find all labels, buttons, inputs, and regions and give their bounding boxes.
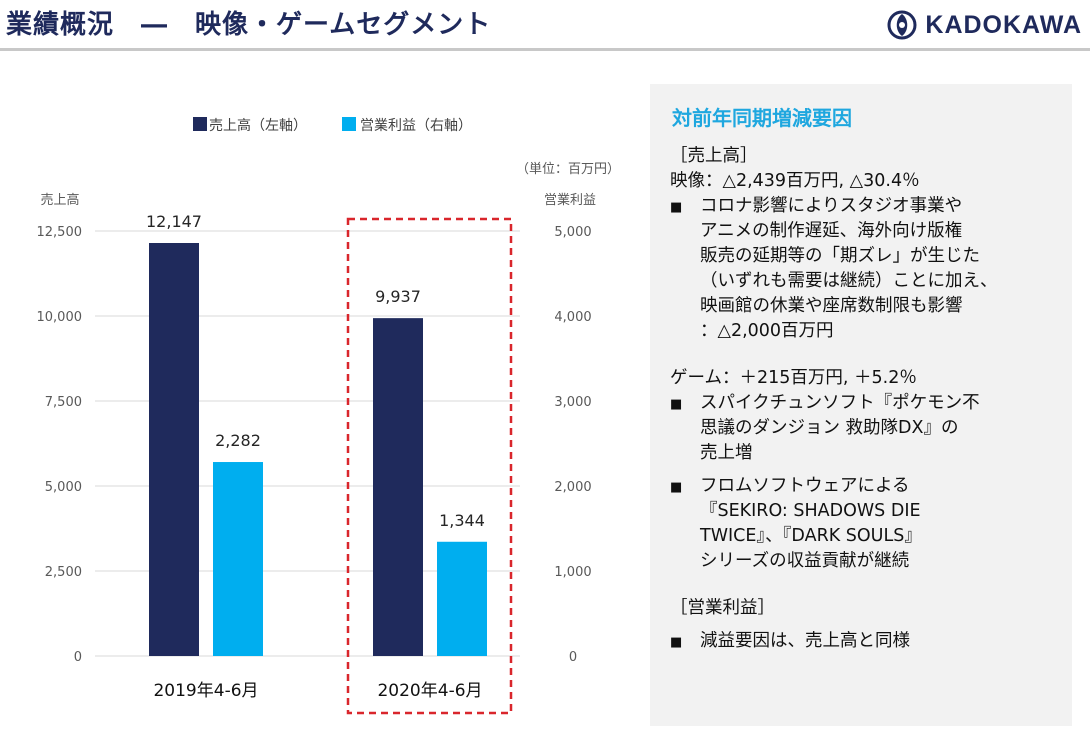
legend-label-sales: 売上高（左軸） <box>209 117 307 134</box>
legend-swatch-sales <box>193 117 207 131</box>
legend-swatch-operating-profit <box>342 117 356 131</box>
legend-label-operating-profit: 営業利益（右軸） <box>360 118 472 134</box>
left-tick-label: 7,500 <box>45 395 82 410</box>
operating-profit-bullet-text: 減益要因は、売上高と同様 <box>700 631 910 651</box>
video-bullet-line: 映画館の休業や座席数制限も影響 <box>700 296 963 316</box>
factors-panel: 対前年同期増減要因 ［売上高］ 映像：△2,439百万円, △30.4％ ■ コ… <box>650 84 1072 726</box>
left-tick-label: 2,500 <box>45 565 82 580</box>
game-bullet-line: 売上増 <box>700 443 753 463</box>
game-bullet-spike: ■ スパイクチュンソフト『ポケモン不 思議のダンジョン 救助隊DX』の 売上増 <box>670 391 1070 466</box>
video-bullet-line: コロナ影響によりスタジオ事業や <box>700 196 963 216</box>
operating-profit-data-label: 1,344 <box>439 511 485 530</box>
bullet-square-icon: ■ <box>670 635 683 650</box>
right-axis-title: 営業利益 <box>544 192 596 208</box>
video-bullet-line: 販売の延期等の「期ズレ」が生じた <box>700 246 980 266</box>
operating-profit-bullet: ■ 減益要因は、売上高と同様 <box>670 629 1070 655</box>
unit-note: （単位：百万円） <box>516 161 620 177</box>
video-bullet: ■ コロナ影響によりスタジオ事業や アニメの制作遅延、海外向け版権 販売の延期等… <box>670 194 1070 344</box>
operating-profit-bar <box>213 462 263 656</box>
operating-profit-bar <box>437 541 487 656</box>
game-bullet-line: シリーズの収益貢献が継続 <box>700 551 910 571</box>
video-bullet-line: アニメの制作遅延、海外向け版権 <box>700 221 963 241</box>
kadokawa-emblem-icon <box>887 10 917 40</box>
bullet-square-icon: ■ <box>670 200 683 215</box>
company-logo: KADOKAWA <box>887 8 1082 42</box>
sales-data-label: 9,937 <box>375 287 421 306</box>
game-bullet-line: TWICE』、『DARK SOULS』 <box>700 526 922 546</box>
sales-bar <box>149 243 199 656</box>
game-bullet-fromsoftware: ■ フロムソフトウェアによる 『SEKIRO: SHADOWS DIE TWIC… <box>670 474 1070 574</box>
bullet-square-icon: ■ <box>670 480 683 495</box>
left-tick-label: 10,000 <box>37 310 83 325</box>
operating-profit-data-label: 2,282 <box>215 431 261 450</box>
logo-text: KADOKAWA <box>925 10 1082 39</box>
video-bullet-line: （いずれも需要は継続）ことに加え、 <box>700 271 998 291</box>
left-tick-label: 5,000 <box>45 480 82 495</box>
category-label: 2019年4-6月 <box>153 681 258 701</box>
video-summary: 映像：△2,439百万円, △30.4％ <box>670 171 920 191</box>
left-axis-title: 売上高 <box>40 192 79 208</box>
title-divider <box>0 48 1090 51</box>
operating-profit-section-header: ［営業利益］ <box>670 598 775 618</box>
game-bullet-line: フロムソフトウェアによる <box>700 476 910 496</box>
video-bullet-line: ：△2,000百万円 <box>700 321 834 341</box>
panel-body: ［売上高］ 映像：△2,439百万円, △30.4％ ■ コロナ影響によりスタジ… <box>670 144 1070 655</box>
panel-heading: 対前年同期増減要因 <box>672 106 852 130</box>
page-title: 業績概況 ― 映像・ゲームセグメント <box>6 10 492 40</box>
right-tick-label: 1,000 <box>554 565 591 580</box>
bar-chart: 0 2,500 5,000 7,500 10,000 12,500 0 1,000 2,000 3… <box>37 117 620 715</box>
sales-data-label: 12,147 <box>146 212 202 231</box>
game-bullet-line: スパイクチュンソフト『ポケモン不 <box>700 393 980 413</box>
category-label: 2020年4-6月 <box>377 681 482 701</box>
right-tick-label: 3,000 <box>554 395 591 410</box>
sales-section-header: ［売上高］ <box>670 146 758 166</box>
right-tick-label: 5,000 <box>554 225 591 240</box>
highlight-box <box>346 217 513 715</box>
right-tick-label: 2,000 <box>554 480 591 495</box>
right-tick-label: 4,000 <box>554 310 591 325</box>
game-bullet-line: 『SEKIRO: SHADOWS DIE <box>700 501 921 521</box>
game-summary: ゲーム：＋215百万円, ＋5.2％ <box>670 368 917 388</box>
sales-bar <box>373 318 423 656</box>
bullet-square-icon: ■ <box>670 397 683 412</box>
left-tick-label: 12,500 <box>37 225 83 240</box>
left-tick-label: 0 <box>74 650 82 665</box>
game-bullet-line: 思議のダンジョン 救助隊DX』の <box>700 418 959 438</box>
right-tick-label: 0 <box>569 650 577 665</box>
